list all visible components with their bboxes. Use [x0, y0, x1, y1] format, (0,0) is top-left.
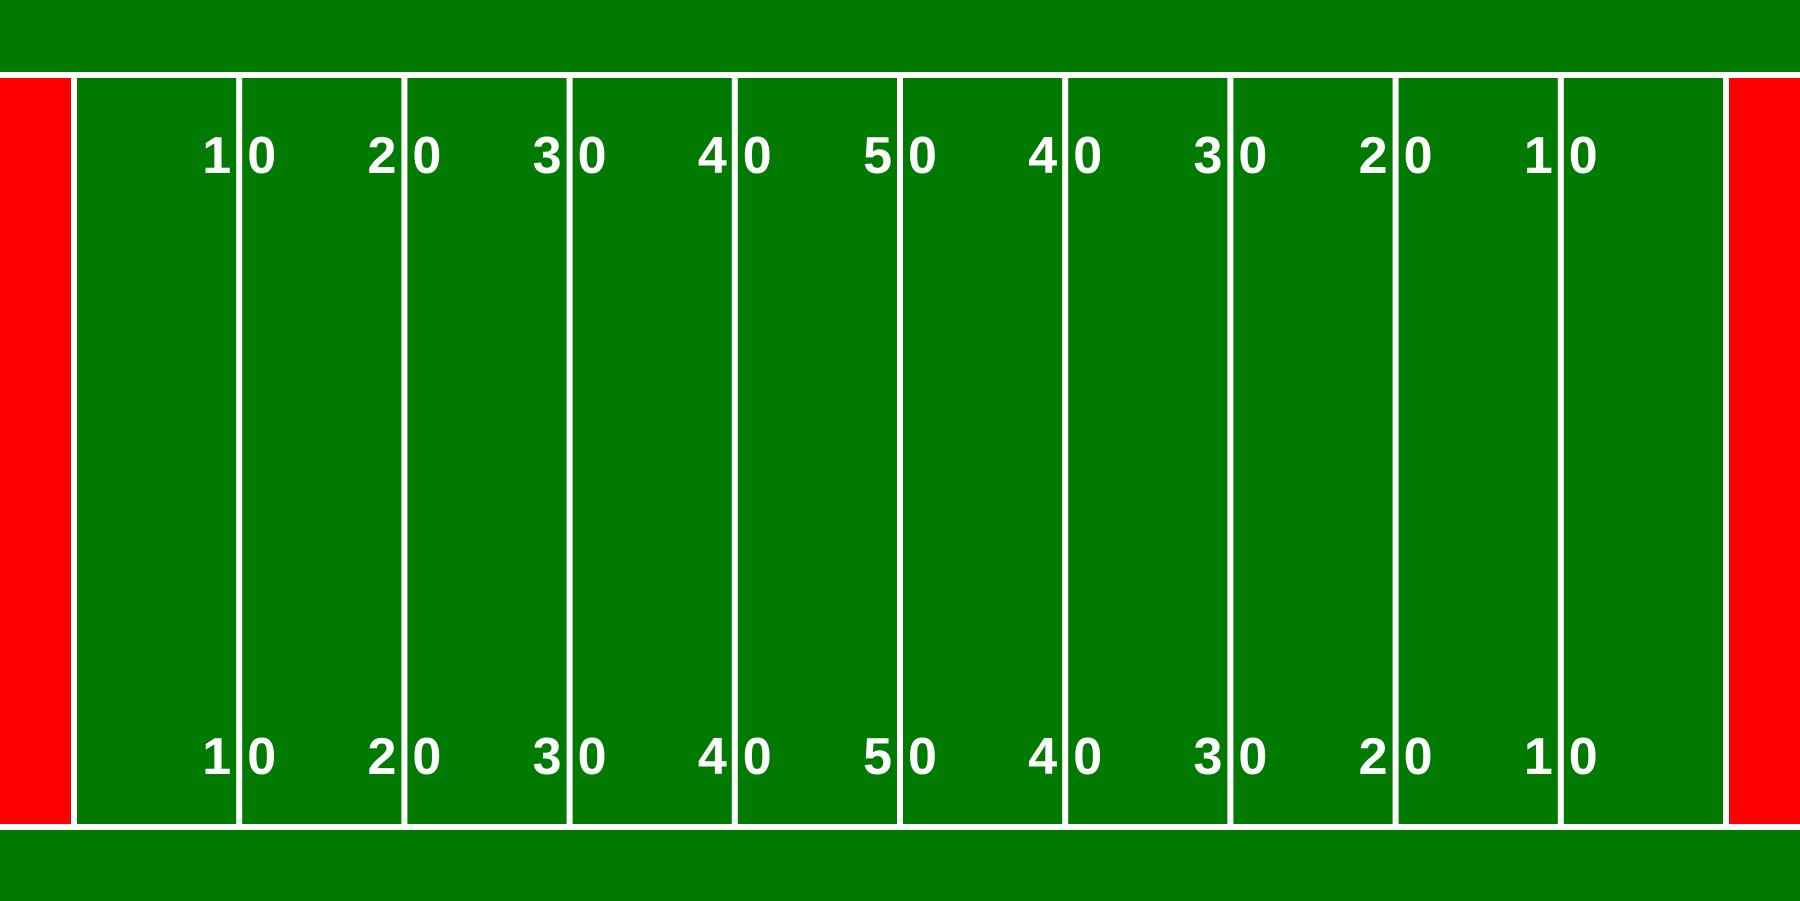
yard-number-zero-top: 0 — [247, 127, 276, 185]
yard-number-zero-top: 0 — [1238, 127, 1267, 185]
yard-number-zero-bottom: 0 — [743, 728, 772, 786]
yard-number-zero-top: 0 — [1569, 127, 1598, 185]
yard-number-tens-top: 5 — [863, 127, 892, 185]
yard-number-tens-bottom: 3 — [1193, 728, 1222, 786]
yard-number-tens-top: 3 — [1193, 127, 1222, 185]
yard-number-tens-bottom: 4 — [698, 728, 727, 786]
yard-number-tens-bottom: 2 — [1359, 728, 1388, 786]
endzone-left — [0, 77, 71, 825]
yard-number-tens-bottom: 4 — [1028, 728, 1057, 786]
yard-number-tens-top: 1 — [202, 127, 231, 185]
yard-number-zero-bottom: 0 — [412, 728, 441, 786]
yard-number-zero-bottom: 0 — [908, 728, 937, 786]
yard-number-tens-top: 1 — [1524, 127, 1553, 185]
yard-number-tens-bottom: 1 — [1524, 728, 1553, 786]
yard-number-tens-top: 4 — [1028, 127, 1057, 185]
field-lines — [0, 72, 1800, 830]
yard-number-zero-bottom: 0 — [1073, 728, 1102, 786]
yard-number-zero-top: 0 — [743, 127, 772, 185]
yard-number-zero-bottom: 0 — [1569, 728, 1598, 786]
yard-number-tens-bottom: 1 — [202, 728, 231, 786]
yard-number-tens-bottom: 5 — [863, 728, 892, 786]
yard-number-zero-bottom: 0 — [1238, 728, 1267, 786]
yard-number-zero-bottom: 0 — [1404, 728, 1433, 786]
yard-numbers: 1 01 02 02 03 03 04 04 05 05 04 04 03 03 02 02 01 01 0 — [202, 127, 1597, 786]
yard-number-zero-bottom: 0 — [247, 728, 276, 786]
yard-number-tens-top: 2 — [1359, 127, 1388, 185]
yard-number-tens-top: 2 — [367, 127, 396, 185]
yard-number-tens-bottom: 2 — [367, 728, 396, 786]
yard-number-zero-bottom: 0 — [578, 728, 607, 786]
yard-number-zero-top: 0 — [908, 127, 937, 185]
yard-number-tens-top: 3 — [533, 127, 562, 185]
yard-number-zero-top: 0 — [412, 127, 441, 185]
yard-number-zero-top: 0 — [578, 127, 607, 185]
yard-number-tens-bottom: 3 — [533, 728, 562, 786]
endzone-right — [1729, 77, 1800, 825]
yard-number-tens-top: 4 — [698, 127, 727, 185]
yard-number-zero-top: 0 — [1404, 127, 1433, 185]
yard-number-zero-top: 0 — [1073, 127, 1102, 185]
